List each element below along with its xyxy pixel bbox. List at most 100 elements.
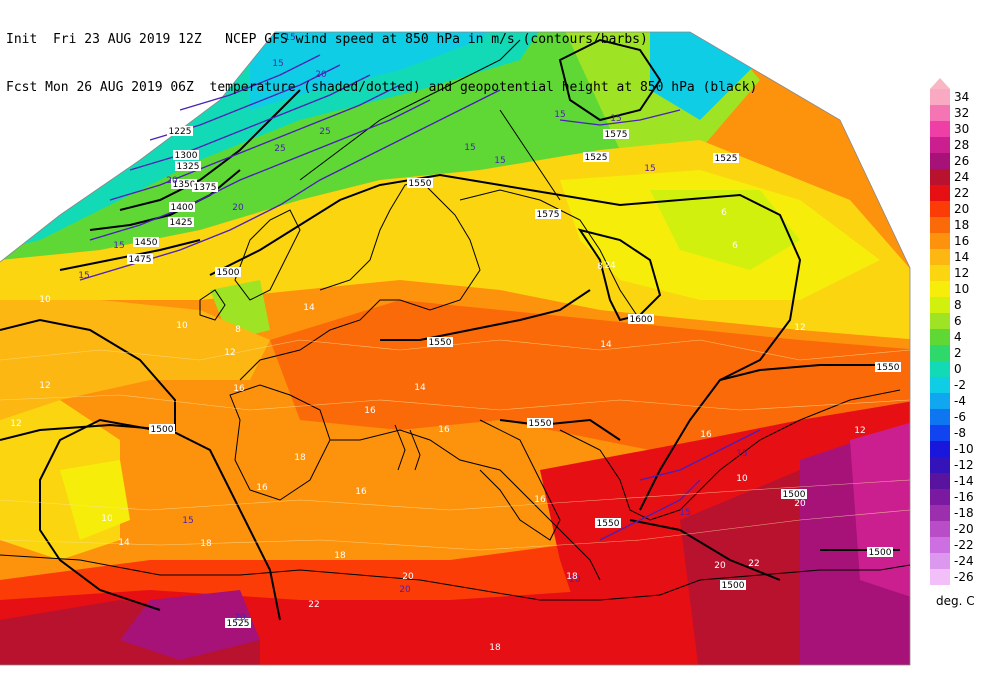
map-label: 15: [494, 156, 505, 166]
colorbar-label: 32: [954, 106, 970, 120]
colorbar-swatch: [930, 441, 950, 457]
map-label-box: [192, 182, 218, 192]
map-label: 25: [319, 127, 330, 137]
map-label: 8: [235, 325, 241, 335]
map-label-box: [127, 254, 153, 264]
map-label-box: [175, 161, 201, 171]
colorbar-label: -24: [954, 554, 974, 568]
map-label: 15: [554, 110, 565, 120]
map-label-box: [149, 424, 175, 434]
map-label: 1450: [135, 238, 158, 248]
colorbar-label: 6: [954, 314, 962, 328]
map-label: 15: [182, 516, 193, 526]
colorbar-label: -16: [954, 490, 974, 504]
map-label: 12: [224, 348, 235, 358]
colorbar-swatch: [930, 361, 950, 377]
map-label: 12: [39, 381, 50, 391]
map-label: 10: [101, 514, 113, 524]
colorbar-label: 24: [954, 170, 970, 184]
map-label: 1500: [722, 581, 745, 591]
map-label: 8: [597, 262, 603, 272]
map-label: 15: [610, 114, 621, 124]
colorbar-swatch: [930, 569, 950, 585]
map-label: 15: [736, 449, 747, 459]
map-label-box: [407, 178, 433, 188]
map-label-box: [781, 489, 807, 499]
map-label: 15: [644, 164, 655, 174]
colorbar-swatch: [930, 297, 950, 313]
map-label-box: [215, 267, 241, 277]
map-label: 1475: [129, 255, 152, 265]
map-label: 12: [10, 419, 21, 429]
map-label: 1600: [630, 315, 653, 325]
map-label: 10: [176, 321, 188, 331]
map-label-box: [171, 179, 197, 189]
map-label-box: [527, 418, 553, 428]
map-label: 20: [399, 585, 411, 595]
colorbar-swatch: [930, 505, 950, 521]
colorbar-unit: deg. C: [936, 594, 975, 608]
map-label: 1350: [173, 180, 196, 190]
colorbar-label: -2: [954, 378, 966, 392]
map-label: 16: [438, 425, 450, 435]
map-label: 1550: [409, 179, 432, 189]
map-label-box: [713, 153, 739, 163]
colorbar-label: 12: [954, 266, 970, 280]
map-label: 15: [113, 241, 124, 251]
map-label: 15: [464, 143, 475, 153]
map-label-box: [168, 217, 194, 227]
colorbar-label: -14: [954, 474, 974, 488]
map-labels: 1225130013251350137514001425145014751500…: [10, 33, 901, 653]
map-label: 1525: [715, 154, 738, 164]
map-label: 1550: [529, 419, 552, 429]
map-label: 1500: [151, 425, 174, 435]
colorbar-label: 4: [954, 330, 962, 344]
map-header: Init Fri 23 AUG 2019 12Z NCEP GFS wind s…: [6, 0, 757, 112]
map-label: 15: [272, 59, 283, 69]
colorbar-swatch: [930, 345, 950, 361]
map-label: 16: [256, 483, 268, 493]
map-label: 22: [748, 559, 759, 569]
map-label: 10: [736, 474, 748, 484]
map-label-box: [628, 314, 654, 324]
map-label: 18: [334, 551, 346, 561]
coastlines: [0, 39, 911, 601]
map-label: 14: [414, 383, 426, 393]
map-label: 20: [166, 176, 178, 186]
map-label: 15: [284, 33, 295, 43]
colorbar-swatch: [930, 553, 950, 569]
colorbar-swatch: [930, 169, 950, 185]
colorbar-swatch: [930, 313, 950, 329]
map-label: 18: [489, 643, 501, 653]
colorbar-swatch: [930, 393, 950, 409]
map-label: 20: [315, 70, 327, 80]
colorbar-swatch: [930, 537, 950, 553]
map-label: 1550: [877, 363, 900, 373]
map-label: 12: [794, 323, 805, 333]
colorbar-swatch: [930, 121, 950, 137]
colorbar-label: -18: [954, 506, 974, 520]
colorbar-swatch: [930, 185, 950, 201]
map-label-box: [133, 237, 159, 247]
map-label: 1525: [585, 153, 608, 163]
colorbar-label: 18: [954, 218, 970, 232]
map-label: 16: [364, 406, 376, 416]
colorbar-swatch: [930, 265, 950, 281]
colorbar-label: 30: [954, 122, 970, 136]
map-label-box: [603, 129, 629, 139]
colorbar-swatch: [930, 281, 950, 297]
map-label: 1550: [429, 338, 452, 348]
map-label: 20: [794, 499, 806, 509]
colorbar-top-arrow: [930, 78, 950, 89]
map-label-box: [225, 618, 251, 628]
colorbar-swatch: [930, 409, 950, 425]
map-label: 20: [569, 575, 581, 585]
map-label: 15: [679, 508, 690, 518]
map-label: 20: [234, 613, 246, 623]
map-label: 20: [402, 572, 414, 582]
colorbar-label: -22: [954, 538, 974, 552]
map-label: 18: [566, 572, 578, 582]
map-label: 1500: [783, 490, 806, 500]
colorbar-swatch: [930, 489, 950, 505]
